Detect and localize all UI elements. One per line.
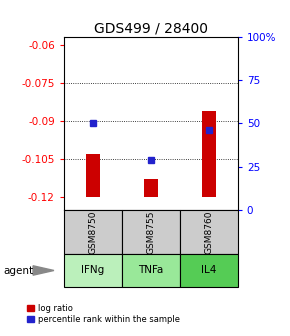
- Bar: [144, 179, 158, 197]
- Bar: [122, 210, 180, 254]
- Legend: log ratio, percentile rank within the sample: log ratio, percentile rank within the sa…: [27, 304, 180, 324]
- Bar: [180, 210, 238, 254]
- Text: GSM8750: GSM8750: [88, 210, 97, 254]
- Title: GDS499 / 28400: GDS499 / 28400: [94, 22, 208, 36]
- Bar: [64, 254, 122, 287]
- Bar: [64, 210, 122, 254]
- Text: agent: agent: [3, 266, 33, 276]
- Bar: [180, 254, 238, 287]
- Bar: [86, 154, 100, 197]
- Text: TNFa: TNFa: [138, 265, 164, 276]
- Polygon shape: [33, 266, 54, 275]
- Bar: [202, 111, 216, 197]
- Text: IL4: IL4: [201, 265, 217, 276]
- Text: GSM8760: GSM8760: [204, 210, 213, 254]
- Text: GSM8755: GSM8755: [146, 210, 155, 254]
- Text: IFNg: IFNg: [81, 265, 104, 276]
- Bar: [122, 254, 180, 287]
